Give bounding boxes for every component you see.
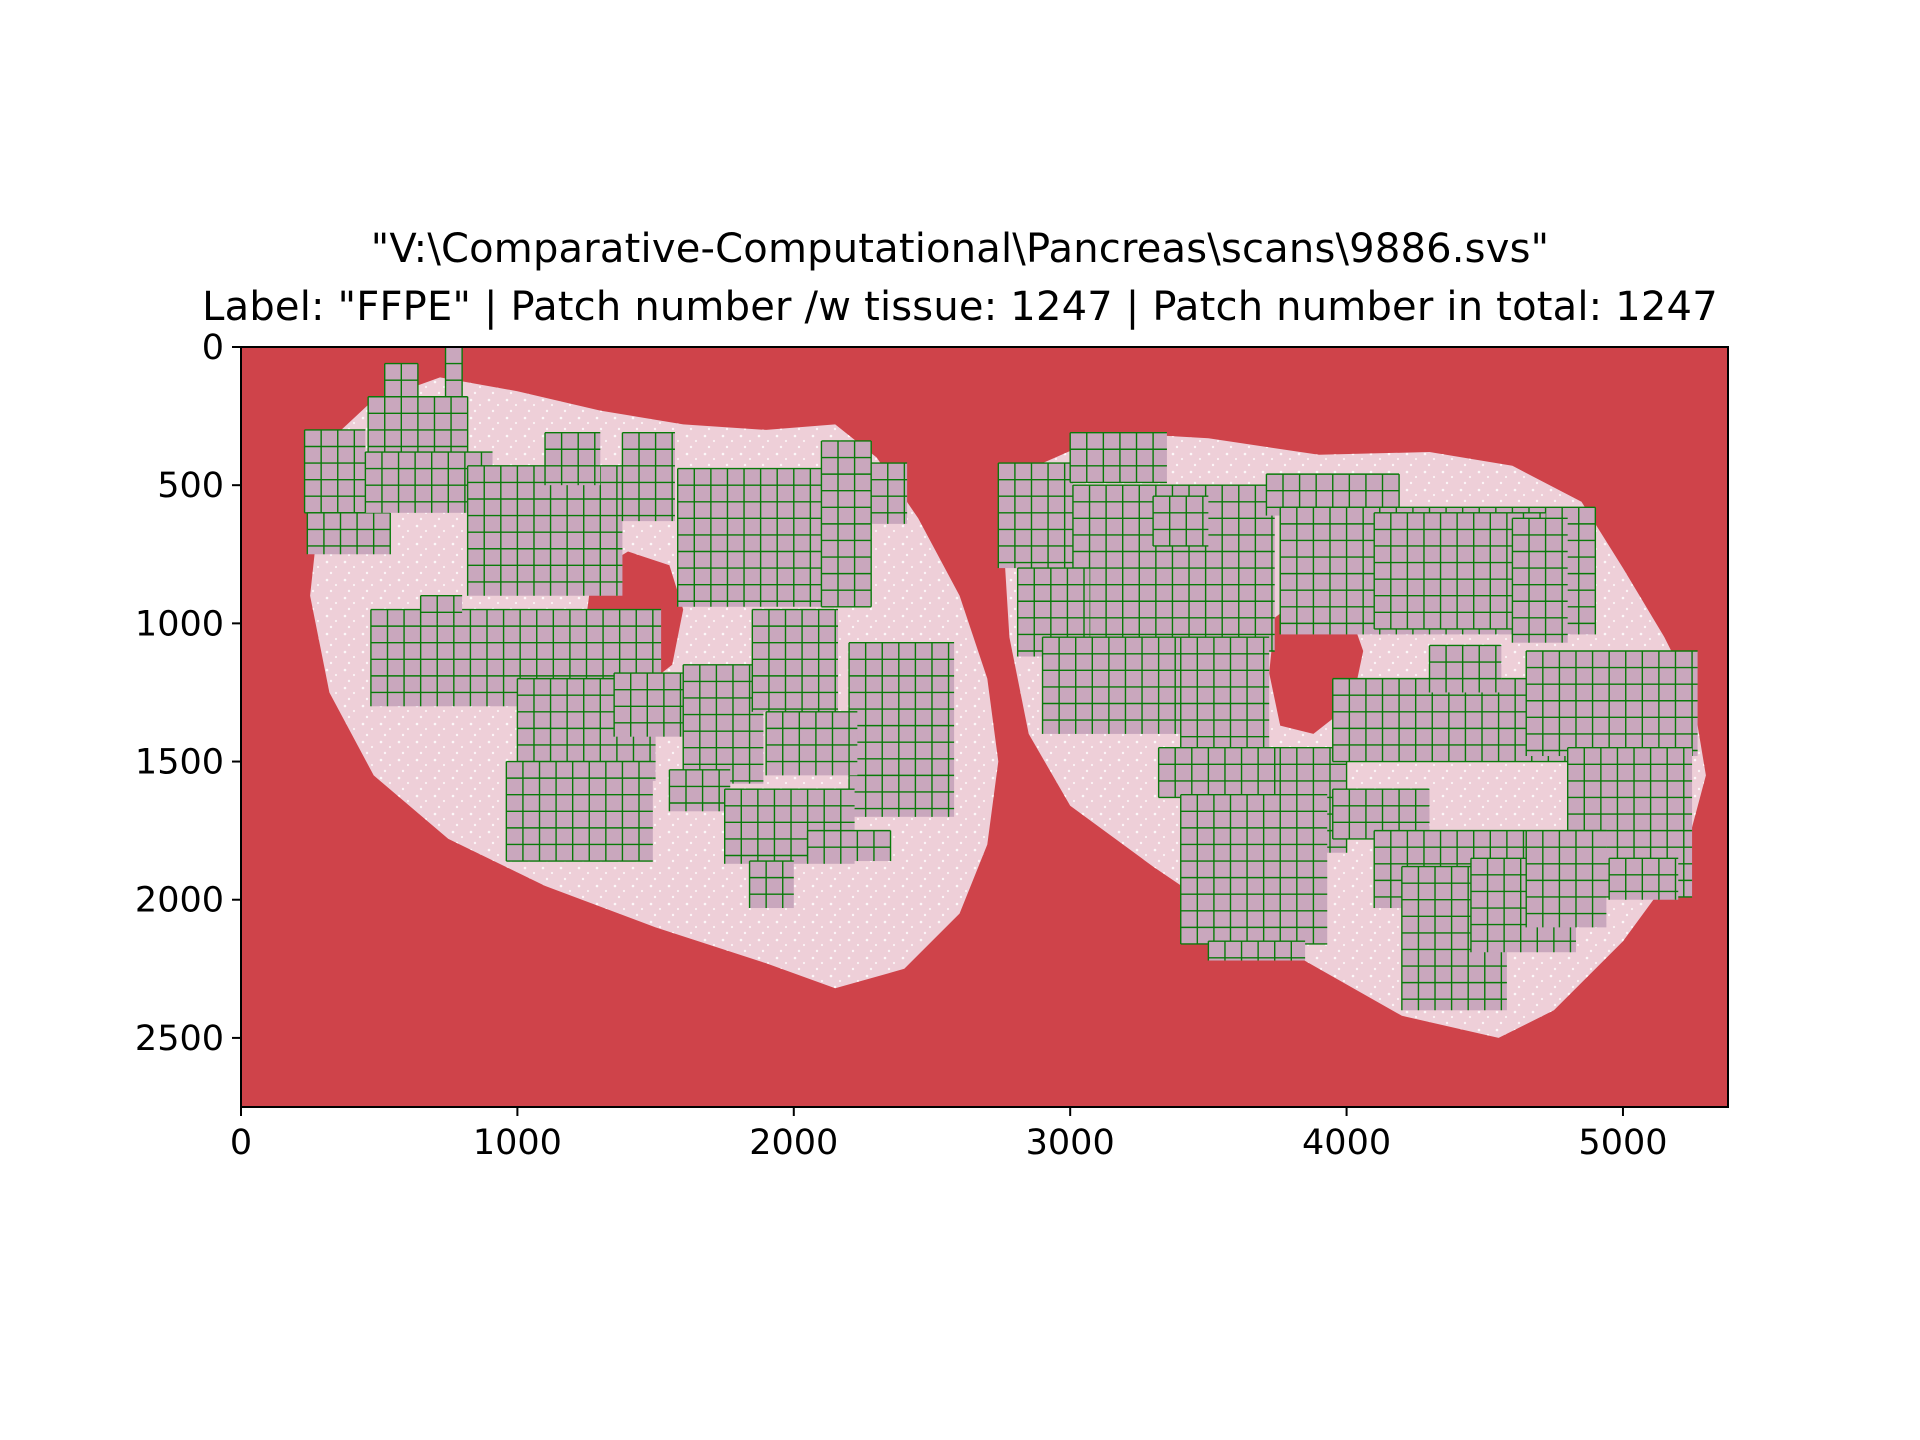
patch-region bbox=[1180, 636, 1270, 759]
patch-fill bbox=[1180, 637, 1270, 759]
y-tick-label: 2500 bbox=[135, 1019, 224, 1059]
patch-region bbox=[682, 664, 764, 784]
patch-region bbox=[419, 595, 463, 624]
patch-region bbox=[806, 829, 892, 862]
patch-fill bbox=[420, 595, 463, 624]
patch-fill bbox=[307, 512, 391, 555]
patch-fill bbox=[622, 432, 675, 522]
patch-region bbox=[303, 429, 366, 514]
patch-region bbox=[1525, 650, 1698, 757]
patch-region bbox=[621, 431, 675, 522]
x-tick-label: 5000 bbox=[1578, 1123, 1667, 1163]
patch-region bbox=[1152, 495, 1209, 547]
y-tick-label: 1000 bbox=[135, 604, 224, 644]
patch-fill bbox=[1180, 794, 1328, 944]
patch-fill bbox=[1429, 645, 1502, 693]
y-tick-label: 0 bbox=[202, 328, 224, 368]
patch-fill bbox=[1526, 651, 1698, 757]
x-tick-label: 2000 bbox=[749, 1123, 838, 1163]
patch-region bbox=[1428, 644, 1502, 693]
patch-region bbox=[367, 396, 469, 453]
patch-fill bbox=[445, 347, 463, 397]
patch-region bbox=[765, 711, 858, 776]
patch-fill bbox=[669, 769, 731, 812]
patch-region bbox=[505, 760, 653, 862]
patch-fill bbox=[1512, 518, 1568, 643]
patch-grid bbox=[303, 347, 1698, 1011]
patch-fill bbox=[807, 830, 891, 862]
patch-region bbox=[820, 440, 872, 608]
patch-region bbox=[544, 431, 601, 486]
y-tick-label: 1500 bbox=[135, 743, 224, 783]
patch-fill bbox=[1153, 496, 1209, 546]
x-tick-label: 0 bbox=[230, 1123, 252, 1163]
patch-fill bbox=[871, 463, 908, 524]
patch-fill bbox=[752, 609, 839, 712]
patch-region bbox=[848, 642, 955, 817]
patch-region bbox=[997, 462, 1073, 569]
patch-fill bbox=[766, 711, 858, 776]
y-axis: 0 500 1000 1500 2000 2500 bbox=[135, 328, 241, 1059]
patch-region bbox=[751, 608, 839, 712]
chart-title-line-1: "V:\Comparative-Computational\Pancreas\s… bbox=[370, 226, 1550, 272]
x-tick-label: 1000 bbox=[473, 1123, 562, 1163]
patch-region bbox=[306, 512, 391, 555]
patch-fill bbox=[1609, 858, 1679, 900]
patch-fill bbox=[467, 465, 623, 596]
patch-fill bbox=[1208, 941, 1306, 961]
patch-fill bbox=[683, 664, 764, 784]
patch-fill bbox=[749, 861, 794, 909]
patch-region bbox=[870, 462, 908, 524]
patch-fill bbox=[849, 642, 955, 817]
patch-region bbox=[1157, 747, 1276, 799]
patch-region bbox=[466, 465, 623, 596]
x-tick-label: 3000 bbox=[1026, 1123, 1115, 1163]
patch-region bbox=[668, 769, 731, 812]
patch-region bbox=[1525, 829, 1607, 928]
x-tick-label: 4000 bbox=[1302, 1123, 1391, 1163]
patch-region bbox=[1069, 431, 1167, 484]
patch-region bbox=[677, 467, 850, 607]
x-axis: 0 1000 2000 3000 4000 5000 bbox=[230, 1107, 1668, 1163]
patch-fill bbox=[304, 429, 366, 513]
patch-region bbox=[1041, 636, 1181, 734]
y-tick-label: 2000 bbox=[135, 881, 224, 921]
patch-region bbox=[1207, 940, 1306, 961]
chart-title-line-2: Label: "FFPE" | Patch number /w tissue: … bbox=[202, 284, 1718, 330]
patch-fill bbox=[545, 432, 601, 486]
patch-fill bbox=[677, 468, 850, 607]
y-tick-label: 500 bbox=[157, 466, 224, 506]
patch-region bbox=[748, 860, 794, 909]
patch-region bbox=[1511, 517, 1568, 643]
patch-region bbox=[1180, 794, 1328, 945]
axes-frame bbox=[240, 346, 1729, 1108]
patch-region bbox=[444, 347, 463, 398]
patch-fill bbox=[998, 463, 1073, 569]
patch-fill bbox=[1158, 747, 1275, 798]
patch-region bbox=[1608, 857, 1679, 900]
patch-region bbox=[384, 362, 419, 398]
